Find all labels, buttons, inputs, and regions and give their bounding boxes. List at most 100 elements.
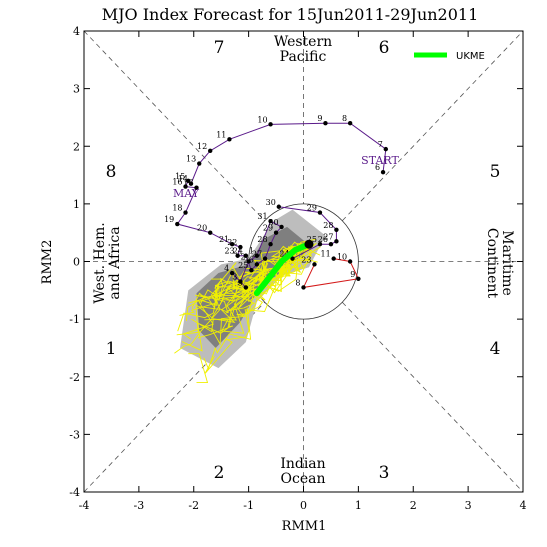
ensemble-member-track <box>188 353 209 383</box>
observed-day-label: 28 <box>257 235 267 244</box>
observed-point <box>183 184 188 189</box>
analysis-day-label: 28 <box>323 221 333 230</box>
analysis-day-label: 26 <box>318 235 328 244</box>
observed-point <box>238 244 243 250</box>
analysis-point <box>317 242 323 247</box>
observed-day-label: 20 <box>197 224 207 233</box>
observed-point <box>197 161 202 166</box>
analysis-point <box>328 242 334 247</box>
observed-point <box>208 148 213 154</box>
legend-label: UKME <box>456 51 485 62</box>
y-tick-label: -2 <box>69 371 80 384</box>
observed-point <box>279 224 284 230</box>
x-tick-label: 2 <box>410 499 417 512</box>
guide-line <box>342 30 524 222</box>
observed-point <box>186 178 191 184</box>
y-tick-label: 1 <box>73 198 80 211</box>
ensemble-mean-day-label: 23 <box>301 255 311 264</box>
y-tick-label: 2 <box>73 140 80 153</box>
ensemble-member-track <box>220 250 321 334</box>
ensemble-mean-point <box>312 262 317 267</box>
phase-number-5: 5 <box>490 162 501 182</box>
analysis-point <box>317 210 323 215</box>
region-label-bottom-2: Ocean <box>281 471 326 487</box>
observed-day-label: 31 <box>257 212 267 221</box>
observed-point <box>268 218 273 224</box>
observed-day-label: 17 <box>183 179 193 188</box>
observed-day-label: 23 <box>224 247 234 256</box>
analysis-point <box>290 256 295 261</box>
ensemble-member-track <box>218 242 317 308</box>
observed-point <box>183 210 188 215</box>
observed-point <box>268 242 273 247</box>
ensemble-mean-day-label: 11 <box>320 250 330 259</box>
ensemble-mean-day-label: 9 <box>350 270 355 279</box>
y-tick-label: 0 <box>73 256 80 269</box>
observed-point <box>243 253 249 258</box>
region-label-left-2: and Africa <box>107 226 123 299</box>
observed-point <box>238 279 243 284</box>
region-label-right-2: Continent <box>484 228 500 299</box>
observed-day-label: 4 <box>224 264 229 273</box>
region-label-top-1: Western <box>274 34 332 50</box>
y-tick-label: -4 <box>69 486 80 499</box>
ensemble-member-track <box>194 249 300 310</box>
observed-day-label: 8 <box>342 114 347 123</box>
observed-point <box>229 270 235 276</box>
observed-day-label: 2 <box>241 253 246 262</box>
forecast-start-point <box>304 239 314 249</box>
observed-day-label: 11 <box>216 130 226 139</box>
observed-day-label: 24 <box>233 247 243 256</box>
x-tick-label: 4 <box>520 499 527 512</box>
phase-number-3: 3 <box>379 463 390 483</box>
ensemble-mean-point <box>331 256 336 261</box>
observed-day-label: 19 <box>164 215 174 224</box>
observed-point <box>227 137 232 142</box>
observed-day-label: 22 <box>227 238 237 247</box>
observed-day-label: 25 <box>238 261 248 270</box>
observed-point <box>175 221 180 227</box>
x-tick-label: -1 <box>243 499 254 512</box>
ensemble-mean-day-label: 8 <box>295 278 300 287</box>
guide-line <box>342 301 524 493</box>
phase-number-8: 8 <box>106 162 117 182</box>
analysis-point <box>334 239 339 244</box>
x-tick-label: -2 <box>188 499 199 512</box>
region-label-top-2: Pacific <box>280 49 327 65</box>
observed-day-label: 1 <box>249 247 254 256</box>
observed-point <box>273 230 279 235</box>
observed-day-label: 12 <box>197 142 207 151</box>
observed-point <box>249 267 254 273</box>
phase-number-7: 7 <box>214 38 225 58</box>
observed-point <box>194 185 199 190</box>
ukme-forecast-line <box>253 241 312 297</box>
observed-point <box>246 259 251 264</box>
observed-point <box>208 230 213 235</box>
analysis-day-label: 30 <box>266 198 276 207</box>
y-tick-label: 3 <box>73 83 80 96</box>
observed-point <box>383 146 389 152</box>
observed-point <box>229 242 235 247</box>
ensemble-mean-point <box>301 285 306 290</box>
ensemble-mean-point <box>356 276 361 281</box>
observed-point <box>254 262 260 267</box>
observed-day-label: 29 <box>263 224 273 233</box>
observed-day-label: 7 <box>378 140 383 149</box>
observed-day-label: 15 <box>175 172 185 181</box>
analysis-day-label: 24 <box>279 250 289 259</box>
analysis-point <box>334 227 339 233</box>
guide-line <box>83 30 265 222</box>
x-axis-label: RMM1 <box>282 519 327 534</box>
start-label: START <box>361 154 399 167</box>
x-tick-label: -3 <box>134 499 145 512</box>
analysis-day-label: 25 <box>307 235 317 244</box>
observed-day-label: 6 <box>375 163 380 172</box>
analysis-day-label: 27 <box>323 232 333 241</box>
index-tracks: 6789101112131415161718192021222324252627… <box>164 114 389 297</box>
observed-day-label: 30 <box>268 218 278 227</box>
observed-point <box>380 169 386 175</box>
phase-number-4: 4 <box>490 339 501 359</box>
phase-number-1: 1 <box>106 339 117 359</box>
phase-number-6: 6 <box>379 38 390 58</box>
